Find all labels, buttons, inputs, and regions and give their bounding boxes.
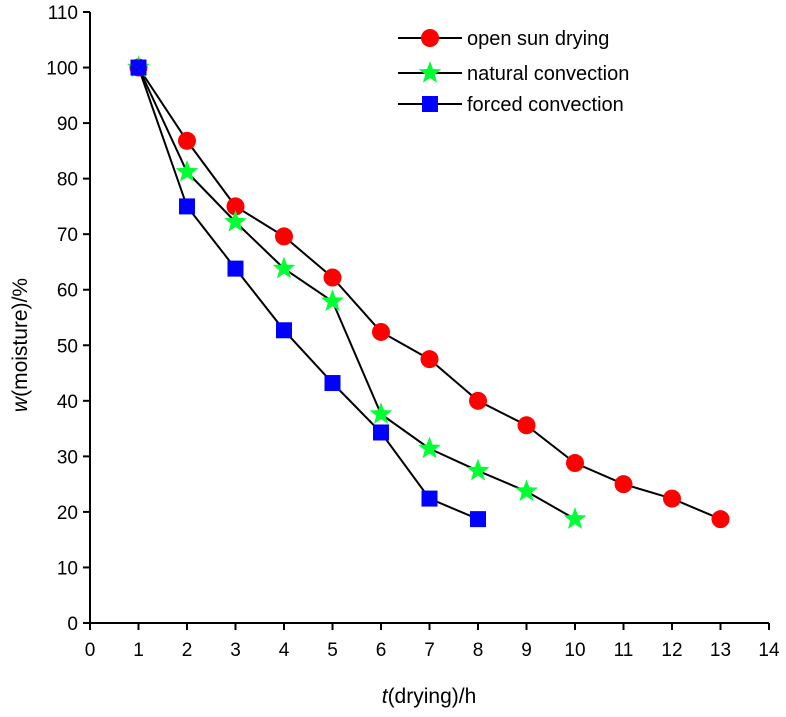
x-tick-label: 9 bbox=[521, 640, 532, 661]
y-tick-label: 20 bbox=[57, 503, 78, 524]
x-tick-label: 4 bbox=[279, 640, 290, 661]
data-point-open-sun-drying bbox=[711, 510, 730, 529]
data-point-open-sun-drying bbox=[566, 454, 584, 473]
y-tick-label: 80 bbox=[57, 170, 78, 191]
x-tick-label: 8 bbox=[473, 640, 484, 661]
y-tick-label: 40 bbox=[57, 392, 78, 413]
x-tick-label: 2 bbox=[182, 640, 193, 661]
data-point-open-sun-drying bbox=[372, 322, 390, 341]
data-point-natural-convection bbox=[515, 479, 538, 502]
data-point-natural-convection bbox=[272, 256, 296, 279]
data-point-forced-convection bbox=[130, 59, 147, 76]
legend-label-open-sun-drying: open sun drying bbox=[467, 28, 609, 50]
y-axis-title: w(moisture)/% bbox=[9, 278, 32, 412]
series-line-forced-convection bbox=[137, 67, 479, 521]
x-tick-label: 7 bbox=[424, 640, 435, 661]
y-tick-label: 60 bbox=[57, 281, 78, 302]
data-point-natural-convection bbox=[369, 402, 393, 424]
legend-marker-natural-convection bbox=[418, 61, 442, 83]
legend-marker-open-sun-drying bbox=[421, 29, 439, 47]
x-tick-label: 1 bbox=[133, 640, 144, 661]
series-line-natural-convection bbox=[137, 67, 576, 520]
data-point-open-sun-drying bbox=[420, 350, 439, 369]
data-point-natural-convection bbox=[563, 507, 587, 529]
x-tick-label: 11 bbox=[614, 640, 634, 661]
x-tick-label: 5 bbox=[327, 640, 338, 661]
series-markers bbox=[127, 55, 730, 529]
y-tick-label: 110 bbox=[48, 3, 78, 24]
data-point-open-sun-drying bbox=[469, 391, 487, 410]
data-point-natural-convection bbox=[224, 209, 247, 232]
x-tick-label: 12 bbox=[661, 640, 682, 661]
legend-marker-forced-convection bbox=[422, 96, 438, 112]
data-point-open-sun-drying bbox=[323, 268, 342, 287]
x-axis-title: t(drying)/h bbox=[382, 685, 477, 708]
data-point-open-sun-drying bbox=[275, 227, 293, 246]
data-point-natural-convection bbox=[418, 436, 441, 459]
data-point-forced-convection bbox=[179, 198, 195, 215]
axes: 0 1 2 3 4 5 6 7 8 9 10 11 12 13 1401020304050607080901… bbox=[46, 3, 780, 661]
legend-label-forced-convection: forced convection bbox=[467, 94, 624, 116]
data-point-forced-convection bbox=[470, 511, 486, 528]
data-point-forced-convection bbox=[227, 260, 244, 277]
x-tick-label: 6 bbox=[376, 640, 387, 661]
legend-label-natural-convection: natural convection bbox=[467, 63, 629, 85]
y-tick-label: 30 bbox=[57, 447, 78, 468]
data-point-forced-convection bbox=[324, 375, 341, 392]
y-tick-label: 90 bbox=[57, 114, 78, 135]
data-point-open-sun-drying bbox=[663, 489, 681, 508]
data-point-open-sun-drying bbox=[226, 197, 245, 216]
y-tick-label: 50 bbox=[57, 336, 78, 357]
y-tick-label: 0 bbox=[67, 614, 78, 635]
x-tick-label: 10 bbox=[564, 640, 585, 661]
data-point-forced-convection bbox=[373, 424, 389, 441]
x-tick-label: 14 bbox=[758, 640, 780, 661]
data-point-forced-convection bbox=[276, 322, 292, 339]
data-point-forced-convection bbox=[421, 490, 438, 507]
data-point-open-sun-drying bbox=[517, 416, 536, 435]
y-tick-label: 10 bbox=[57, 558, 78, 579]
data-point-natural-convection bbox=[175, 159, 199, 182]
x-tick-label: 0 bbox=[85, 640, 96, 661]
data-point-open-sun-drying bbox=[614, 475, 633, 494]
x-tick-label: 13 bbox=[710, 640, 731, 661]
data-point-natural-convection bbox=[321, 289, 344, 312]
y-tick-label: 100 bbox=[46, 59, 78, 80]
data-point-open-sun-drying bbox=[178, 131, 196, 150]
legend: open sun drying natural convection forced … bbox=[398, 28, 629, 116]
x-tick-label: 3 bbox=[230, 640, 241, 661]
data-point-natural-convection bbox=[466, 458, 490, 481]
y-tick-label: 70 bbox=[57, 225, 78, 246]
